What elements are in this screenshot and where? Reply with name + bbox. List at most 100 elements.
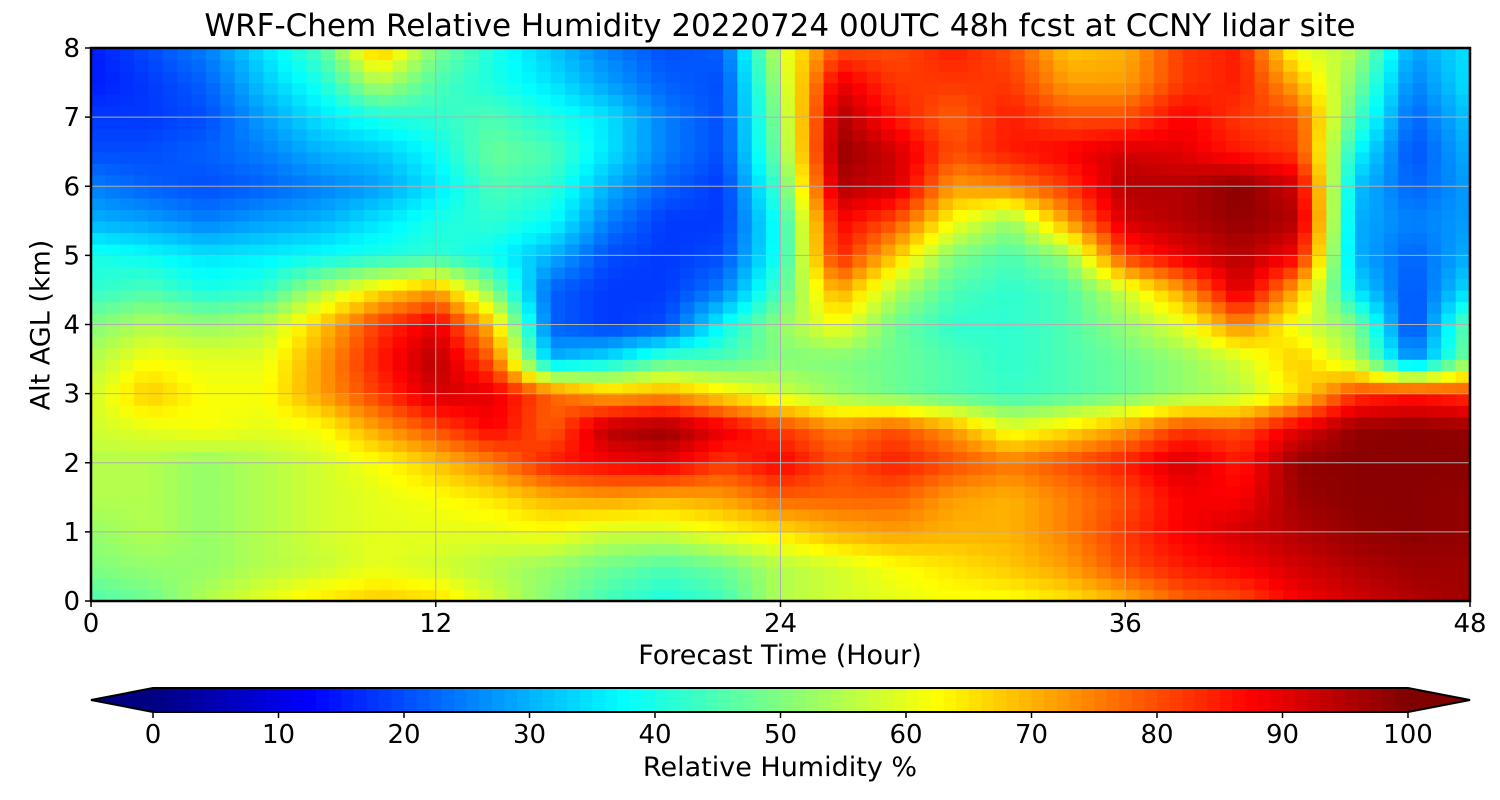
heatmap-cell: [1153, 416, 1170, 429]
heatmap-cell: [1197, 497, 1213, 510]
heatmap-cell: [191, 589, 207, 601]
heatmap-cell: [723, 520, 739, 533]
heatmap-cell: [1297, 497, 1313, 510]
heatmap-cell: [1039, 163, 1055, 176]
heatmap-cell: [378, 289, 394, 303]
heatmap-cell: [708, 266, 724, 280]
heatmap-cell: [1110, 243, 1126, 257]
heatmap-cell: [205, 520, 221, 533]
heatmap-cell: [1197, 508, 1213, 522]
heatmap-cell: [967, 128, 983, 141]
heatmap-cell: [478, 174, 494, 187]
heatmap-cell: [579, 174, 595, 187]
colorbar-tick-label: 30: [513, 720, 546, 750]
heatmap-cell: [335, 347, 351, 360]
heatmap-cell: [1311, 59, 1328, 72]
heatmap-cell: [665, 497, 681, 510]
heatmap-cell: [1125, 140, 1141, 153]
heatmap-cell: [378, 140, 394, 153]
heatmap-cell: [1297, 59, 1313, 72]
heatmap-cell: [1182, 416, 1198, 429]
heatmap-cell: [1240, 174, 1256, 187]
heatmap-cell: [249, 209, 265, 222]
heatmap-cell: [306, 151, 322, 164]
heatmap-cell: [708, 197, 724, 210]
heatmap-cell: [1340, 508, 1356, 522]
heatmap-cell: [636, 520, 652, 533]
x-tick: 24: [764, 601, 797, 639]
heatmap-cell: [636, 497, 652, 510]
heatmap-cell: [751, 428, 767, 441]
heatmap-cell: [938, 266, 954, 280]
heatmap-cell: [1398, 94, 1414, 107]
heatmap-cell: [148, 543, 164, 556]
heatmap-cell: [823, 520, 839, 533]
heatmap-cell: [809, 301, 825, 314]
heatmap-cell: [708, 382, 724, 395]
heatmap-cell: [780, 566, 796, 579]
heatmap-cell: [392, 370, 408, 383]
heatmap-cell: [234, 117, 250, 130]
heatmap-cell: [1067, 48, 1083, 61]
heatmap-cell: [579, 589, 595, 601]
heatmap-cell: [191, 359, 207, 372]
heatmap-cell: [1039, 174, 1055, 187]
heatmap-cell: [507, 359, 523, 372]
heatmap-cell: [723, 543, 739, 556]
heatmap-cell: [1441, 151, 1457, 164]
colorbar-band: [416, 688, 430, 712]
heatmap-cell: [507, 128, 523, 141]
heatmap-cell: [766, 324, 782, 337]
heatmap-cell: [91, 209, 107, 222]
heatmap-cell: [1240, 531, 1256, 545]
heatmap-cell: [1125, 485, 1141, 499]
heatmap-cell: [1412, 301, 1428, 314]
heatmap-cell: [1369, 209, 1385, 222]
heatmap-cell: [737, 497, 753, 510]
heatmap-cell: [1455, 577, 1470, 591]
heatmap-cell: [723, 117, 739, 130]
heatmap-cell: [981, 48, 997, 61]
heatmap-cell: [234, 174, 250, 187]
heatmap-cell: [320, 140, 336, 153]
heatmap-cell: [952, 520, 968, 533]
heatmap-cell: [1096, 566, 1112, 579]
heatmap-cell: [636, 163, 652, 176]
heatmap-cell: [220, 462, 236, 475]
heatmap-cell: [191, 531, 207, 545]
heatmap-cell: [1139, 151, 1155, 164]
heatmap-cell: [1254, 59, 1270, 72]
heatmap-cell: [363, 197, 379, 210]
heatmap-cell: [723, 151, 739, 164]
heatmap-cell: [636, 243, 652, 257]
heatmap-cell: [967, 439, 983, 452]
heatmap-cell: [1067, 405, 1083, 418]
heatmap-cell: [435, 220, 451, 234]
heatmap-cell: [593, 485, 609, 499]
heatmap-cell: [1168, 255, 1184, 268]
heatmap-cell: [421, 416, 437, 429]
heatmap-cell: [636, 370, 652, 383]
heatmap-cell: [119, 324, 135, 337]
heatmap-cell: [435, 94, 451, 107]
heatmap-cell: [1426, 439, 1442, 452]
heatmap-cell: [866, 278, 882, 291]
heatmap-cell: [220, 94, 236, 107]
heatmap-cell: [794, 462, 810, 475]
heatmap-cell: [1168, 105, 1184, 118]
colorbar-band: [1182, 688, 1196, 712]
heatmap-cell: [421, 393, 437, 406]
heatmap-cell: [148, 324, 164, 337]
heatmap-cell: [220, 243, 236, 257]
heatmap-cell: [909, 117, 925, 130]
heatmap-cell: [679, 462, 696, 475]
heatmap-cell: [809, 186, 825, 199]
heatmap-cell: [148, 220, 164, 234]
colorbar-extend-min: [91, 688, 153, 712]
heatmap-cell: [909, 508, 925, 522]
heatmap-cell: [1125, 59, 1141, 72]
heatmap-cell: [335, 94, 351, 107]
heatmap-cell: [1168, 577, 1184, 591]
heatmap-cell: [464, 439, 480, 452]
heatmap-cell: [579, 71, 595, 84]
